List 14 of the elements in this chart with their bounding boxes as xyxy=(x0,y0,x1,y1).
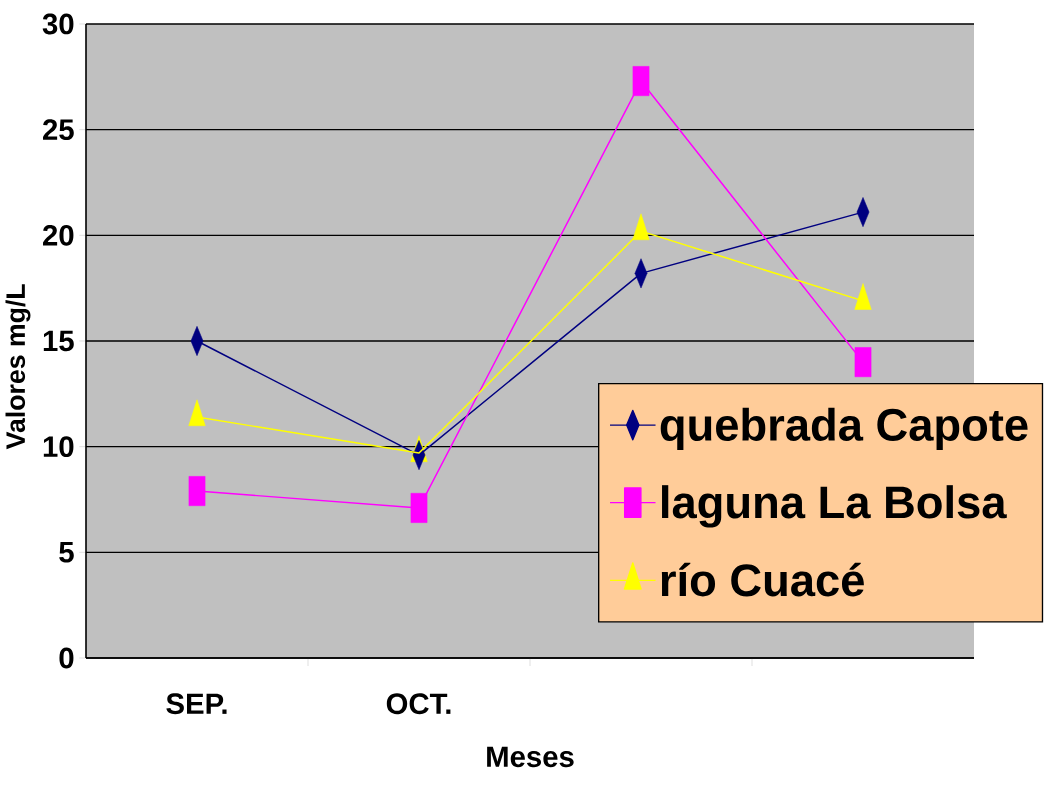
y-tick-label: 25 xyxy=(43,119,74,141)
y-tick-label: 5 xyxy=(59,542,74,563)
x-tick-label: OCT. xyxy=(386,693,451,715)
legend-label: laguna La Bolsa xyxy=(662,485,1007,528)
x-tick-label: SEP. xyxy=(166,693,227,715)
y-tick-label: 15 xyxy=(43,330,74,352)
legend-label: quebrada Capote xyxy=(660,407,1028,450)
y-tick-label: 30 xyxy=(42,13,74,35)
x-axis-title: Meses xyxy=(487,746,574,768)
y-tick-label: 0 xyxy=(59,647,74,669)
y-axis-title: Valores mg/L xyxy=(5,284,31,450)
legend-label: río Cuacé xyxy=(661,562,864,597)
y-tick-label: 10 xyxy=(43,436,74,458)
y-tick-label: 20 xyxy=(43,224,74,246)
